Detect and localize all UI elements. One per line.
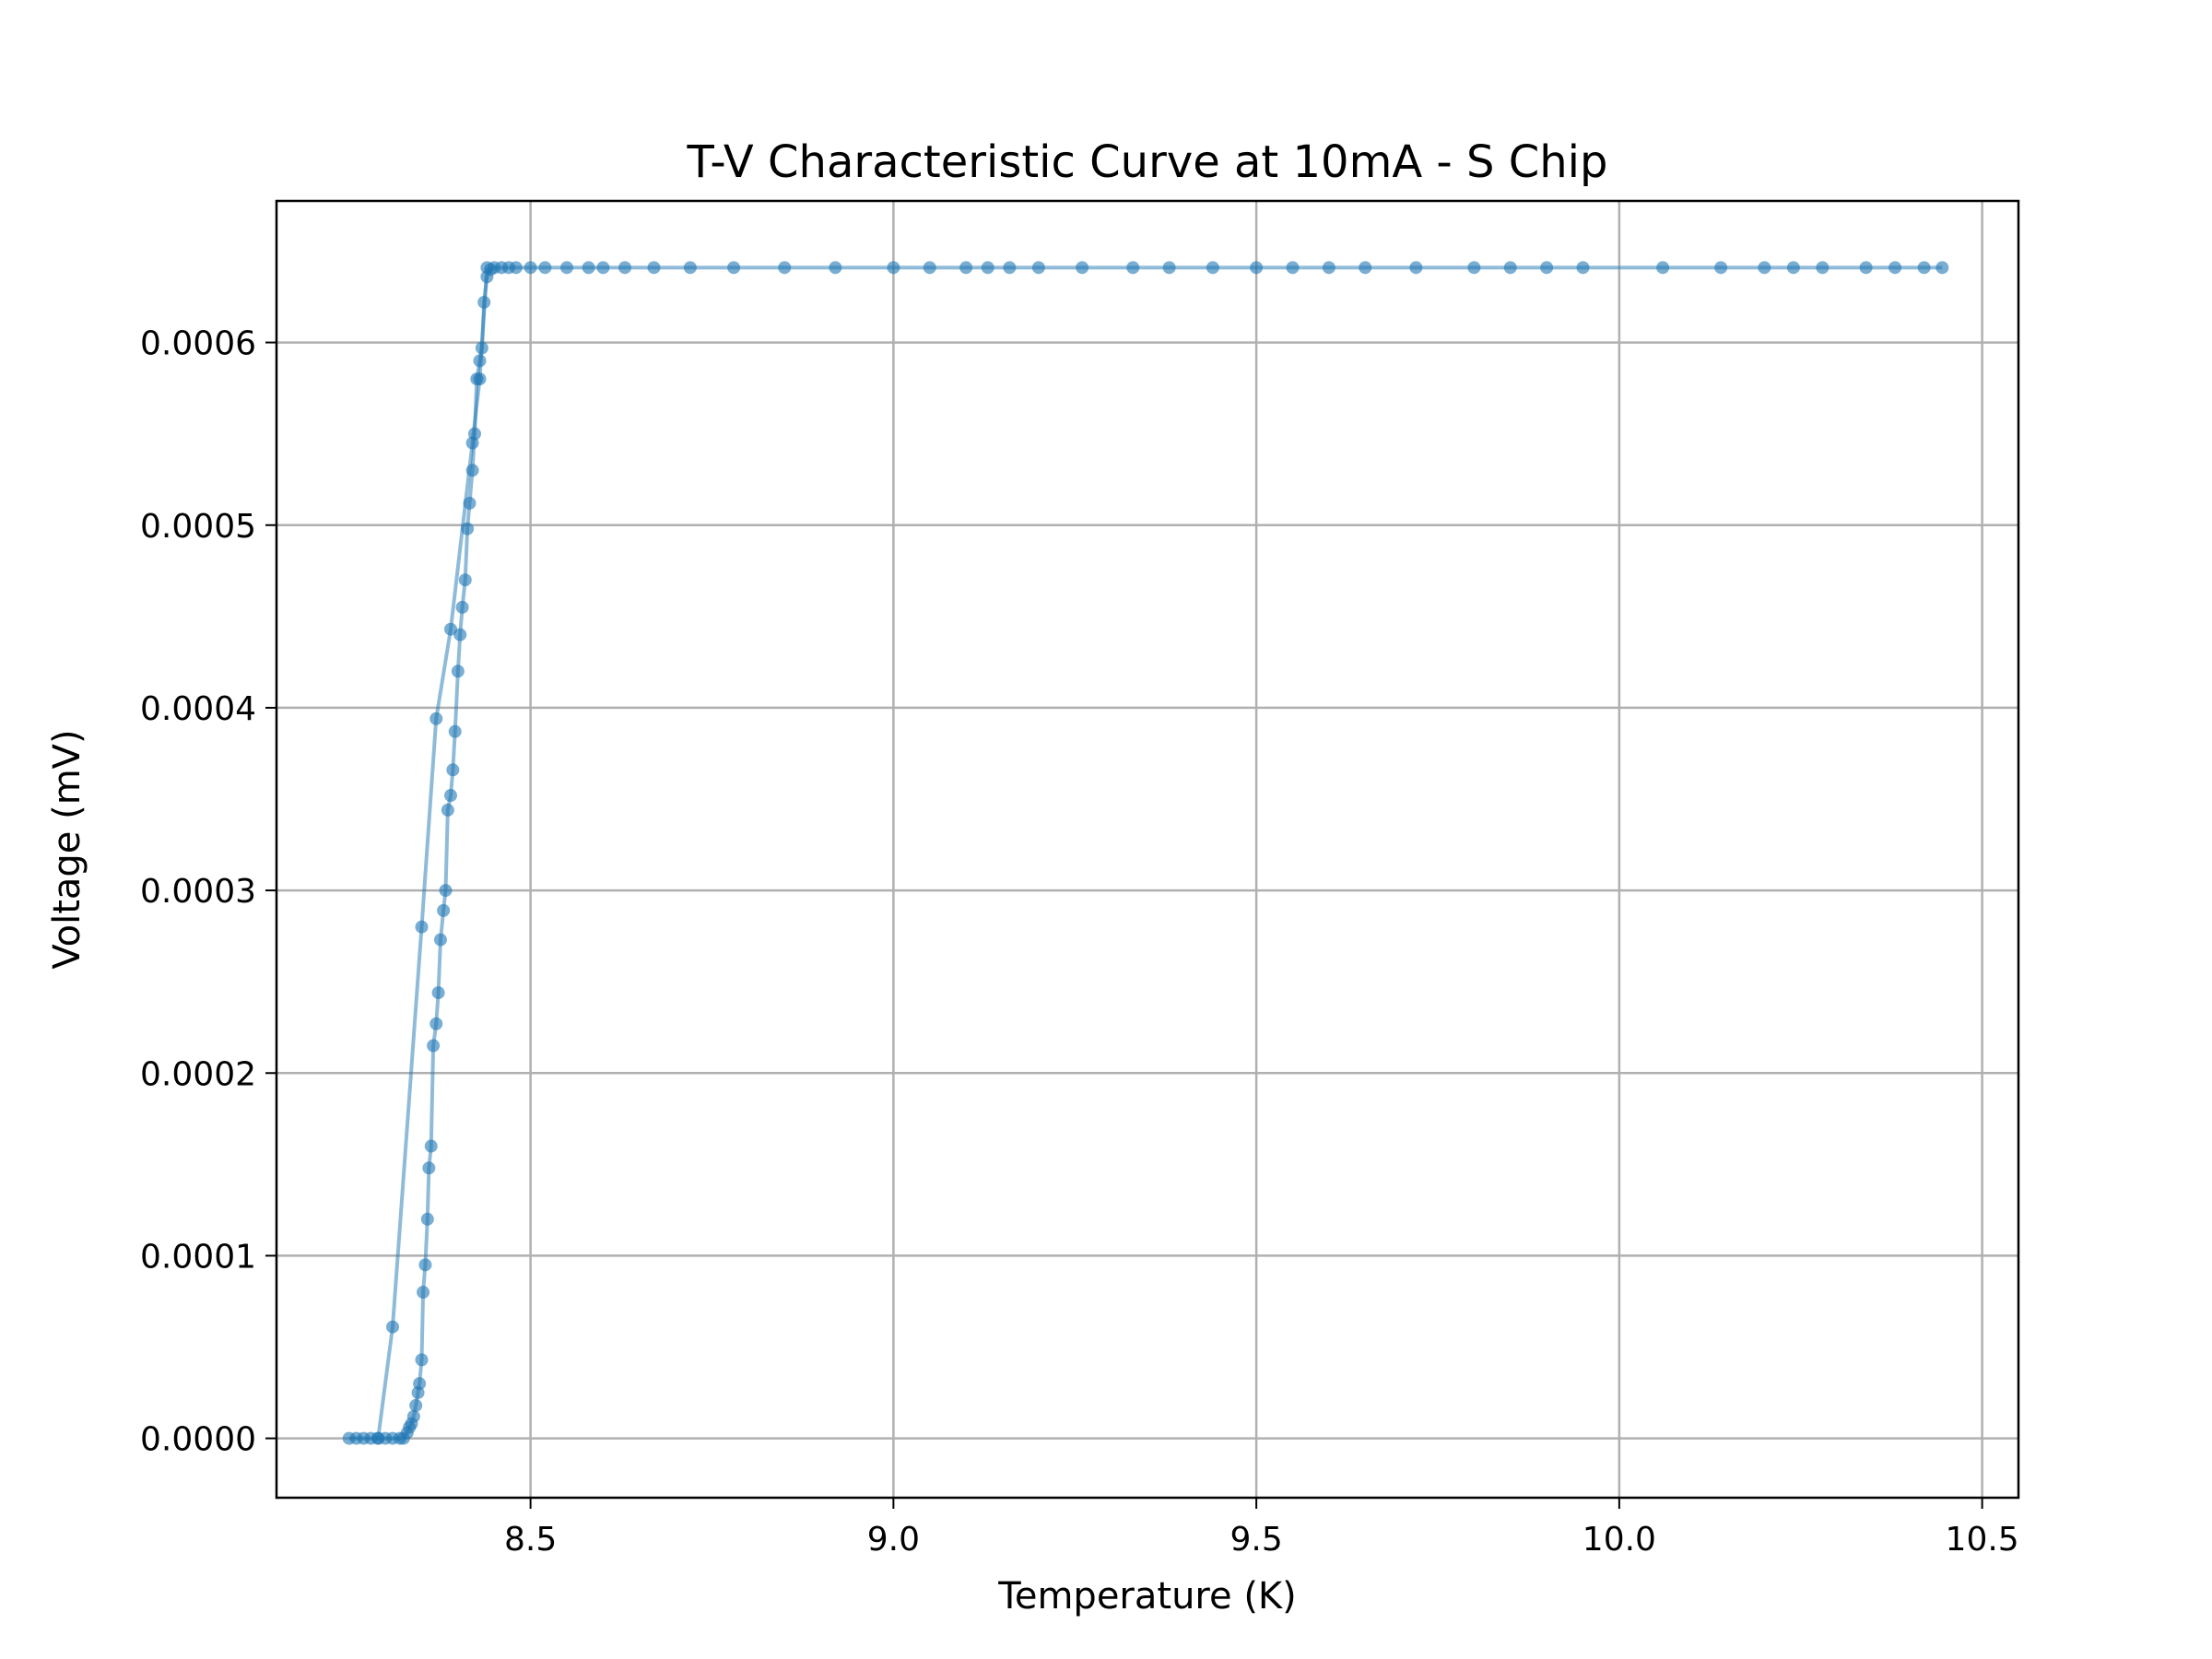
data-point xyxy=(1888,261,1902,275)
data-point xyxy=(538,261,552,275)
data-point xyxy=(647,261,661,275)
data-point xyxy=(427,1039,441,1053)
data-point xyxy=(455,600,469,614)
y-axis-label: Voltage (mV) xyxy=(46,729,88,969)
data-point xyxy=(465,436,479,450)
data-point xyxy=(981,261,994,275)
chart-title: T-V Characteristic Curve at 10mA - S Chi… xyxy=(687,136,1608,188)
data-point xyxy=(473,372,487,386)
y-tick-label: 0.0002 xyxy=(140,1055,256,1093)
data-point xyxy=(441,803,454,817)
data-point xyxy=(444,789,457,803)
data-point xyxy=(524,261,537,275)
data-point xyxy=(1656,261,1670,275)
data-point xyxy=(1286,261,1300,275)
data-point xyxy=(444,622,457,636)
data-point xyxy=(829,261,842,275)
data-point xyxy=(453,628,467,641)
data-point xyxy=(1917,261,1931,275)
data-point xyxy=(959,261,973,275)
data-point xyxy=(1322,261,1335,275)
data-point xyxy=(417,1286,430,1300)
data-point xyxy=(1003,261,1017,275)
data-point xyxy=(1816,261,1830,275)
axis-ticks: 8.5 9.0 9.5 10.0 10.5 0.0000 0.0001 0.0002 0.000… xyxy=(140,325,2019,1559)
data-point xyxy=(1076,261,1089,275)
data-point xyxy=(1162,261,1176,275)
x-tick-label: 8.5 xyxy=(504,1521,557,1559)
data-point xyxy=(923,261,936,275)
y-tick-label: 0.0003 xyxy=(140,873,256,911)
data-point xyxy=(1758,261,1771,275)
data-point xyxy=(509,261,523,275)
data-point xyxy=(386,1320,399,1334)
data-point xyxy=(1467,261,1481,275)
grid xyxy=(276,201,2018,1498)
y-tick-label: 0.0006 xyxy=(140,325,256,363)
data-point xyxy=(1206,261,1219,275)
data-point xyxy=(418,1258,432,1272)
data-point xyxy=(1714,261,1728,275)
data-point xyxy=(778,261,792,275)
data-point xyxy=(409,1398,423,1412)
data-point xyxy=(1250,261,1264,275)
data-point xyxy=(448,724,462,738)
data-point xyxy=(727,261,741,275)
series-line xyxy=(376,267,489,1439)
data-point xyxy=(480,261,494,275)
data-point xyxy=(413,1377,427,1391)
data-point xyxy=(451,665,465,678)
y-tick-label: 0.0004 xyxy=(140,690,256,728)
y-tick-label: 0.0000 xyxy=(140,1421,256,1459)
data-point xyxy=(429,712,443,725)
x-tick-label: 9.5 xyxy=(1230,1521,1282,1559)
data-point xyxy=(596,261,610,275)
x-tick-label: 10.5 xyxy=(1946,1521,2019,1559)
x-tick-label: 9.0 xyxy=(867,1521,920,1559)
data-point xyxy=(1126,261,1140,275)
data-point xyxy=(415,920,429,934)
data-point xyxy=(415,1353,429,1367)
data-point xyxy=(1936,261,1949,275)
x-axis-label: Temperature (K) xyxy=(997,1575,1297,1618)
data-point xyxy=(560,261,573,275)
data-point xyxy=(420,1212,434,1226)
x-tick-label: 10.0 xyxy=(1583,1521,1656,1559)
data-point xyxy=(683,261,697,275)
data-point xyxy=(582,261,595,275)
data-point xyxy=(1503,261,1517,275)
data-point xyxy=(439,884,453,898)
data-point xyxy=(458,573,472,587)
plot-series xyxy=(342,261,1949,1445)
y-tick-label: 0.0005 xyxy=(140,508,256,546)
data-point xyxy=(1859,261,1873,275)
data-point xyxy=(887,261,900,275)
data-point xyxy=(437,903,451,917)
data-point xyxy=(446,763,460,777)
data-point xyxy=(1031,261,1045,275)
data-point xyxy=(1786,261,1800,275)
data-point xyxy=(429,1017,443,1030)
data-point xyxy=(424,1139,438,1153)
data-point xyxy=(433,933,447,947)
data-point xyxy=(406,1409,420,1423)
data-point xyxy=(431,986,445,1000)
data-point xyxy=(371,1431,385,1445)
data-point xyxy=(1540,261,1554,275)
data-point xyxy=(422,1161,436,1175)
y-tick-label: 0.0001 xyxy=(140,1238,256,1276)
data-point xyxy=(1409,261,1423,275)
plot-area-frame xyxy=(275,199,2020,1500)
data-point xyxy=(1359,261,1372,275)
data-point xyxy=(618,261,631,275)
data-point xyxy=(1576,261,1590,275)
